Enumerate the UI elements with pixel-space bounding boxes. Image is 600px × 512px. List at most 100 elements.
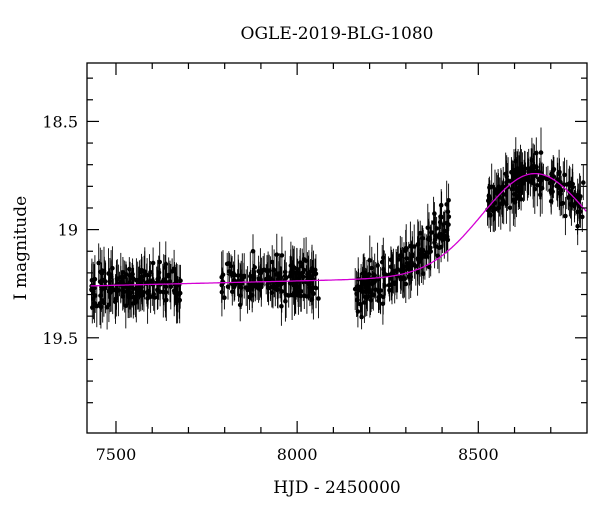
data-point [144, 281, 149, 287]
data-point [177, 297, 182, 303]
data-point [382, 271, 387, 276]
data-point [420, 236, 425, 241]
data-point [137, 277, 142, 283]
data-point [356, 285, 361, 290]
x-axis-label: HJD - 2450000 [273, 478, 401, 498]
plot-frame [86, 62, 588, 434]
data-point [496, 205, 502, 210]
data-point [250, 273, 256, 279]
data-point [530, 168, 536, 174]
x-tick-label: 8500 [458, 445, 499, 464]
data-point [521, 180, 526, 186]
data-point [131, 294, 137, 300]
data-point [131, 301, 136, 306]
data-point [219, 274, 224, 280]
data-point [372, 273, 378, 278]
data-point [145, 296, 150, 301]
data-point [106, 271, 111, 276]
data-point [228, 264, 234, 269]
data-point [269, 259, 275, 265]
data-point [245, 287, 250, 293]
data-point [295, 293, 301, 298]
data-point [222, 295, 227, 301]
data-point [250, 285, 255, 291]
data-point [403, 245, 409, 251]
data-point [279, 304, 284, 309]
data-point [120, 294, 125, 299]
data-point [366, 287, 371, 292]
data-point [517, 194, 522, 199]
y-tick-label: 19 [58, 221, 78, 240]
data-point [299, 264, 305, 269]
data-point [150, 260, 156, 266]
y-tick-label: 18.5 [42, 112, 78, 131]
data-point [99, 270, 105, 276]
data-point [545, 176, 551, 182]
x-tick-label: 7500 [96, 445, 137, 464]
data-point [127, 266, 132, 272]
model-curve [90, 172, 587, 287]
data-point [169, 269, 175, 274]
data-point [514, 173, 520, 178]
data-point [440, 237, 445, 243]
data-point [231, 271, 236, 276]
data-point [432, 211, 437, 216]
data-point [425, 236, 431, 242]
data-point [237, 283, 243, 289]
data-point [429, 230, 435, 235]
data-point [535, 183, 540, 188]
y-axis-label: I magnitude [11, 196, 31, 300]
data-point [103, 285, 108, 291]
data-point [116, 288, 121, 293]
data-point [256, 282, 261, 288]
data-point [313, 285, 319, 291]
data-point [257, 286, 262, 292]
data-point [113, 296, 118, 302]
data-point [581, 180, 586, 185]
data-point [505, 178, 511, 183]
data-point [293, 281, 299, 286]
data-point [554, 183, 560, 189]
data-point [164, 297, 169, 303]
data-point [107, 290, 113, 296]
data-point [562, 172, 567, 178]
data-point [168, 284, 174, 290]
data-point [518, 166, 523, 171]
data-point [438, 202, 444, 208]
data-point [290, 268, 295, 274]
data-point [444, 235, 449, 240]
data-point [261, 267, 267, 273]
data-point [437, 219, 443, 225]
data-point [569, 202, 574, 208]
data-point [580, 214, 585, 220]
data-point [426, 264, 432, 270]
data-point [148, 269, 153, 275]
data-point [141, 290, 147, 295]
data-point [498, 201, 504, 207]
chart-title: OGLE-2019-BLG-1080 [241, 24, 434, 44]
data-point [575, 209, 580, 215]
data-point [279, 253, 285, 258]
data-point [373, 287, 379, 293]
data-point [155, 276, 160, 282]
data-point [125, 293, 131, 298]
data-point [139, 267, 144, 273]
data-point [408, 243, 413, 249]
data-point [230, 289, 235, 295]
data-point [359, 314, 364, 320]
data-point [419, 252, 424, 258]
data-point [538, 150, 544, 155]
data-point [160, 279, 166, 284]
data-point [391, 268, 396, 274]
data-point [354, 291, 359, 297]
data-point [406, 266, 411, 272]
data-point [564, 182, 570, 187]
data-point [531, 163, 536, 169]
data-point [265, 282, 270, 287]
data-point [437, 231, 442, 237]
data-point [528, 179, 533, 184]
data-point [90, 305, 95, 310]
data-point [538, 192, 543, 197]
data-point [375, 263, 380, 268]
data-point [123, 303, 129, 309]
